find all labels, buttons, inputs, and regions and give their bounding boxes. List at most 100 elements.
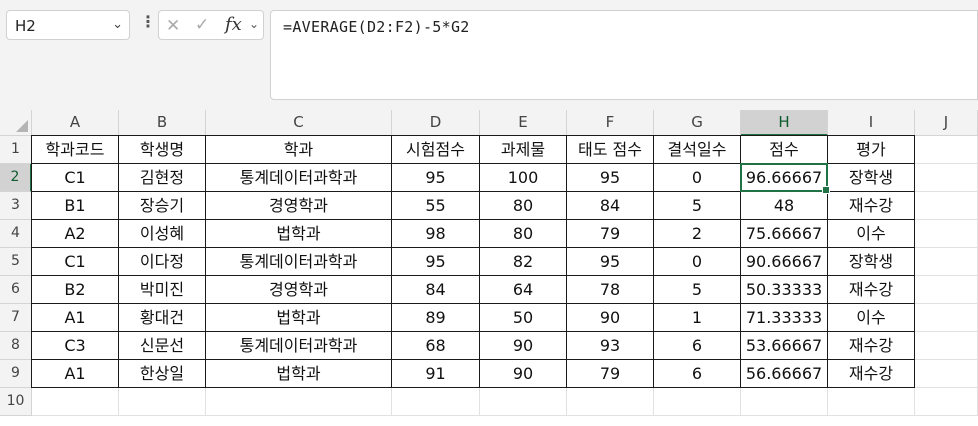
cell-h4[interactable]: 75.66667 (741, 220, 828, 248)
spreadsheet-grid[interactable]: A B C D E F G H I J 1 2 3 4 5 6 7 8 9 10 학과코드 학생명 학과 시험점수 과제물 태도 … (0, 110, 978, 426)
cell-c8[interactable]: 통계데이터과학과 (206, 332, 392, 360)
cell-i8[interactable]: 재수강 (828, 332, 915, 360)
column-header-h[interactable]: H (741, 110, 828, 136)
cell-b8[interactable]: 신문선 (119, 332, 206, 360)
cell-h2[interactable]: 96.66667 (741, 164, 828, 192)
select-all-button[interactable] (0, 110, 32, 136)
cell-e8[interactable]: 90 (480, 332, 567, 360)
fx-icon[interactable]: fx (225, 14, 242, 35)
cell-j4[interactable] (915, 220, 978, 248)
cell-i7[interactable]: 이수 (828, 304, 915, 332)
cell-f7[interactable]: 90 (567, 304, 654, 332)
cell-c1[interactable]: 학과 (206, 135, 392, 164)
column-header-a[interactable]: A (32, 110, 119, 136)
cell-j3[interactable] (915, 192, 978, 220)
cell-j2[interactable] (915, 164, 978, 192)
cell-e9[interactable]: 90 (480, 360, 567, 388)
cell-d6[interactable]: 84 (392, 276, 480, 304)
cell-f6[interactable]: 78 (567, 276, 654, 304)
cell-d1[interactable]: 시험점수 (392, 135, 480, 164)
cell-e7[interactable]: 50 (480, 304, 567, 332)
cell-c5[interactable]: 통계데이터과학과 (206, 248, 392, 276)
cell-i3[interactable]: 재수강 (828, 192, 915, 220)
formula-input[interactable]: =AVERAGE(D2:F2)-5*G2 (270, 10, 978, 100)
chevron-down-icon[interactable]: ⌄ (112, 17, 123, 32)
cell-g9[interactable]: 6 (654, 360, 741, 388)
cell-b3[interactable]: 장승기 (119, 192, 206, 220)
row-header-7[interactable]: 7 (0, 304, 32, 332)
cell-j6[interactable] (915, 276, 978, 304)
cell-c10[interactable] (206, 388, 392, 416)
cell-i2[interactable]: 장학생 (828, 164, 915, 192)
row-header-10[interactable]: 10 (0, 388, 32, 416)
cell-c6[interactable]: 경영학과 (206, 276, 392, 304)
cell-e5[interactable]: 82 (480, 248, 567, 276)
cell-g2[interactable]: 0 (654, 164, 741, 192)
cell-i4[interactable]: 이수 (828, 220, 915, 248)
cell-f8[interactable]: 93 (567, 332, 654, 360)
cell-j5[interactable] (915, 248, 978, 276)
cell-i5[interactable]: 장학생 (828, 248, 915, 276)
formula-text[interactable]: =AVERAGE(D2:F2)-5*G2 (283, 18, 470, 36)
cell-h7[interactable]: 71.33333 (741, 304, 828, 332)
cell-h8[interactable]: 53.66667 (741, 332, 828, 360)
cell-i10[interactable] (828, 388, 915, 416)
cell-e6[interactable]: 64 (480, 276, 567, 304)
column-header-i[interactable]: I (828, 110, 915, 136)
row-header-5[interactable]: 5 (0, 248, 32, 276)
cell-i9[interactable]: 재수강 (828, 360, 915, 388)
name-box-value[interactable]: H2 (15, 17, 36, 35)
cell-h6[interactable]: 50.33333 (741, 276, 828, 304)
column-header-d[interactable]: D (392, 110, 480, 136)
cell-a1[interactable]: 학과코드 (31, 135, 119, 164)
cell-g6[interactable]: 5 (654, 276, 741, 304)
row-header-8[interactable]: 8 (0, 332, 32, 360)
cell-a9[interactable]: A1 (31, 360, 119, 388)
cell-b9[interactable]: 한상일 (119, 360, 206, 388)
cell-f10[interactable] (567, 388, 654, 416)
cell-d8[interactable]: 68 (392, 332, 480, 360)
cell-h3[interactable]: 48 (741, 192, 828, 220)
cell-c7[interactable]: 법학과 (206, 304, 392, 332)
cell-a7[interactable]: A1 (31, 304, 119, 332)
cell-i6[interactable]: 재수강 (828, 276, 915, 304)
cell-h10[interactable] (741, 388, 828, 416)
cell-g8[interactable]: 6 (654, 332, 741, 360)
row-header-2[interactable]: 2 (0, 164, 32, 192)
cell-g4[interactable]: 2 (654, 220, 741, 248)
cell-b2[interactable]: 김현정 (119, 164, 206, 192)
cell-d5[interactable]: 95 (392, 248, 480, 276)
cell-h5[interactable]: 90.66667 (741, 248, 828, 276)
more-options-icon[interactable]: ⋮ (140, 12, 156, 31)
cell-a4[interactable]: A2 (31, 220, 119, 248)
cell-j10[interactable] (915, 388, 978, 416)
name-box[interactable]: H2 ⌄ (6, 10, 130, 40)
cell-b5[interactable]: 이다정 (119, 248, 206, 276)
column-header-f[interactable]: F (567, 110, 654, 136)
cell-f9[interactable]: 79 (567, 360, 654, 388)
check-icon[interactable]: ✓ (195, 15, 210, 35)
cell-h1[interactable]: 점수 (741, 135, 828, 164)
close-icon[interactable]: ✕ (166, 16, 181, 36)
cell-g10[interactable] (654, 388, 741, 416)
column-header-j[interactable]: J (915, 110, 978, 136)
cell-b7[interactable]: 황대건 (119, 304, 206, 332)
cell-a6[interactable]: B2 (31, 276, 119, 304)
cell-c2[interactable]: 통계데이터과학과 (206, 164, 392, 192)
cell-g3[interactable]: 5 (654, 192, 741, 220)
cell-a5[interactable]: C1 (31, 248, 119, 276)
chevron-down-icon[interactable]: ⌄ (249, 17, 260, 31)
cell-e10[interactable] (480, 388, 567, 416)
cell-j9[interactable] (915, 360, 978, 388)
cell-c9[interactable]: 법학과 (206, 360, 392, 388)
cell-e2[interactable]: 100 (480, 164, 567, 192)
cell-b4[interactable]: 이성혜 (119, 220, 206, 248)
cell-j8[interactable] (915, 332, 978, 360)
cell-j7[interactable] (915, 304, 978, 332)
cell-i1[interactable]: 평가 (828, 135, 915, 164)
cell-e3[interactable]: 80 (480, 192, 567, 220)
cell-a10[interactable] (32, 388, 119, 416)
cell-g5[interactable]: 0 (654, 248, 741, 276)
row-header-3[interactable]: 3 (0, 192, 32, 220)
cell-f2[interactable]: 95 (567, 164, 654, 192)
